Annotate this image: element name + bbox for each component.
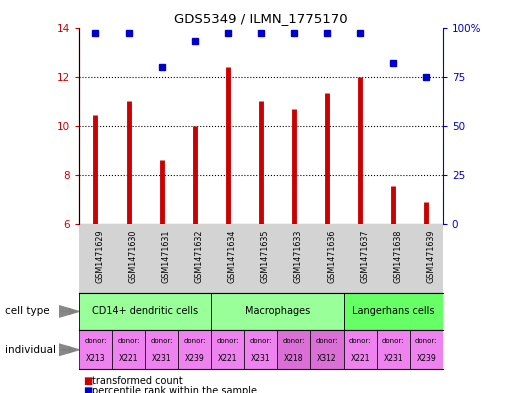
Polygon shape: [59, 305, 79, 317]
Bar: [79, 293, 211, 330]
Polygon shape: [59, 344, 79, 356]
Text: donor:: donor:: [282, 338, 305, 344]
Text: GSM1471638: GSM1471638: [393, 230, 402, 283]
Text: X231: X231: [251, 354, 271, 363]
Bar: [377, 330, 410, 369]
Text: Langerhans cells: Langerhans cells: [352, 307, 435, 316]
Text: donor:: donor:: [84, 338, 107, 344]
Text: percentile rank within the sample: percentile rank within the sample: [92, 386, 257, 393]
Text: individual: individual: [5, 345, 56, 355]
Text: GSM1471635: GSM1471635: [261, 230, 270, 283]
Text: X221: X221: [350, 354, 370, 363]
Text: GSM1471633: GSM1471633: [294, 230, 303, 283]
Bar: [244, 330, 277, 369]
Text: CD14+ dendritic cells: CD14+ dendritic cells: [92, 307, 198, 316]
Bar: [277, 330, 310, 369]
Text: GSM1471636: GSM1471636: [327, 230, 336, 283]
Bar: [112, 330, 145, 369]
Text: ■: ■: [84, 376, 96, 386]
Text: Macrophages: Macrophages: [245, 307, 310, 316]
Bar: [211, 330, 244, 369]
Text: donor:: donor:: [349, 338, 372, 344]
Text: X231: X231: [152, 354, 172, 363]
Bar: [344, 293, 443, 330]
Text: donor:: donor:: [382, 338, 405, 344]
Text: donor:: donor:: [415, 338, 438, 344]
Bar: [145, 330, 178, 369]
Text: cell type: cell type: [5, 307, 50, 316]
Text: X221: X221: [119, 354, 138, 363]
Text: X231: X231: [383, 354, 403, 363]
Text: donor:: donor:: [316, 338, 338, 344]
Text: GSM1471630: GSM1471630: [128, 230, 137, 283]
Text: GSM1471632: GSM1471632: [194, 230, 204, 283]
Text: GSM1471639: GSM1471639: [427, 230, 435, 283]
Text: X218: X218: [284, 354, 304, 363]
Bar: [410, 330, 443, 369]
Text: donor:: donor:: [150, 338, 173, 344]
Text: ■: ■: [84, 386, 96, 393]
Text: GSM1471631: GSM1471631: [162, 230, 171, 283]
Text: donor:: donor:: [117, 338, 140, 344]
Bar: [310, 330, 344, 369]
Bar: [178, 330, 211, 369]
Text: donor:: donor:: [183, 338, 206, 344]
Text: GSM1471634: GSM1471634: [228, 230, 237, 283]
Text: X213: X213: [86, 354, 105, 363]
Text: transformed count: transformed count: [92, 376, 182, 386]
Text: GSM1471629: GSM1471629: [96, 230, 104, 283]
Text: X239: X239: [185, 354, 205, 363]
Bar: [79, 330, 112, 369]
Bar: [344, 330, 377, 369]
Text: X221: X221: [218, 354, 238, 363]
Text: X239: X239: [416, 354, 436, 363]
Text: GSM1471637: GSM1471637: [360, 230, 369, 283]
Text: donor:: donor:: [216, 338, 239, 344]
Text: X312: X312: [317, 354, 337, 363]
Title: GDS5349 / ILMN_1775170: GDS5349 / ILMN_1775170: [174, 12, 348, 25]
Text: donor:: donor:: [249, 338, 272, 344]
Bar: [211, 293, 344, 330]
